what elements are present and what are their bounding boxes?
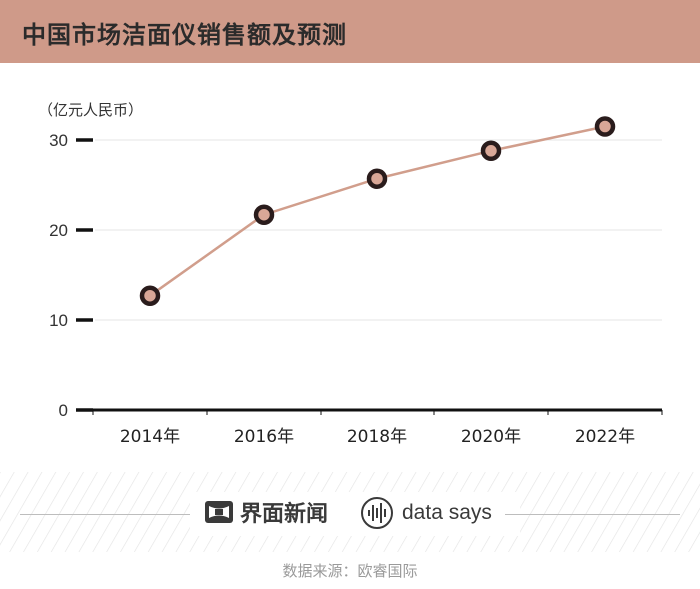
footer-divider-right (505, 514, 680, 515)
y-tick-label: 0 (59, 401, 68, 420)
y-axis-unit-label: （亿元人民币） (38, 101, 143, 119)
brand-datasays: data says (360, 496, 492, 530)
x-tick-label: 2014年 (120, 427, 180, 447)
y-tick-label: 30 (49, 131, 68, 150)
data-point (480, 140, 502, 162)
footer-divider-left (20, 514, 190, 515)
hatched-footer-band (0, 472, 700, 552)
line-chart: （亿元人民币） 0 10 20 30 2014年 2016年 2018年 2020年 2022年 (38, 101, 663, 447)
waveform-circle-icon (361, 497, 393, 529)
data-point (253, 204, 275, 225)
brand-datasays-text: data says (402, 501, 492, 524)
x-tick-label: 2020年 (461, 427, 521, 447)
chart-title: 中国市场洁面仪销售额及预测 (22, 21, 347, 49)
header-bar: 中国市场洁面仪销售额及预测 (0, 0, 700, 63)
data-point (139, 285, 161, 306)
brand-jiemian-text: 界面新闻 (240, 502, 329, 527)
data-source-note: 数据来源：欧睿国际 (282, 562, 418, 580)
y-tick-label: 20 (49, 221, 68, 240)
x-tick-label: 2018年 (347, 427, 407, 447)
x-tick-label: 2016年 (234, 427, 294, 447)
data-point (366, 168, 388, 189)
y-tick-label: 10 (49, 311, 68, 330)
brand-jiemian: 界面新闻 (204, 496, 328, 528)
data-point (594, 116, 616, 137)
jiemian-logo-icon (205, 501, 233, 523)
series-line (149, 125, 606, 297)
x-tick-label: 2022年 (575, 427, 635, 447)
